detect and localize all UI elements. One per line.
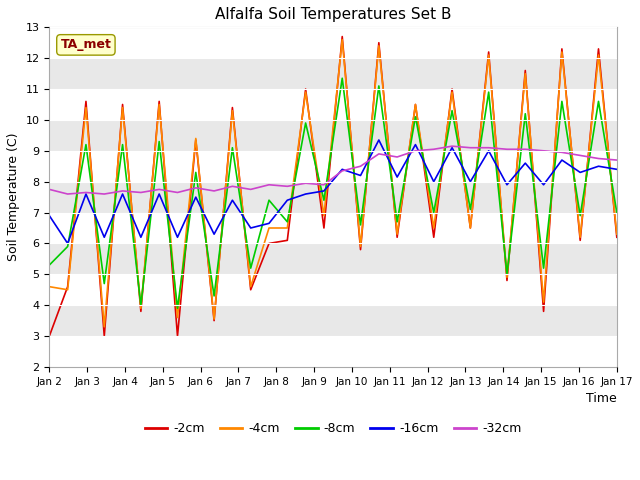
Bar bbox=[49, 58, 617, 89]
Y-axis label: Soil Temperature (C): Soil Temperature (C) bbox=[7, 133, 20, 262]
Legend: -2cm, -4cm, -8cm, -16cm, -32cm: -2cm, -4cm, -8cm, -16cm, -32cm bbox=[140, 418, 527, 440]
Title: Alfalfa Soil Temperatures Set B: Alfalfa Soil Temperatures Set B bbox=[215, 7, 451, 22]
Bar bbox=[49, 181, 617, 213]
Bar bbox=[49, 243, 617, 274]
Bar bbox=[49, 305, 617, 336]
Bar bbox=[49, 120, 617, 151]
Text: TA_met: TA_met bbox=[60, 38, 111, 51]
X-axis label: Time: Time bbox=[586, 392, 617, 405]
